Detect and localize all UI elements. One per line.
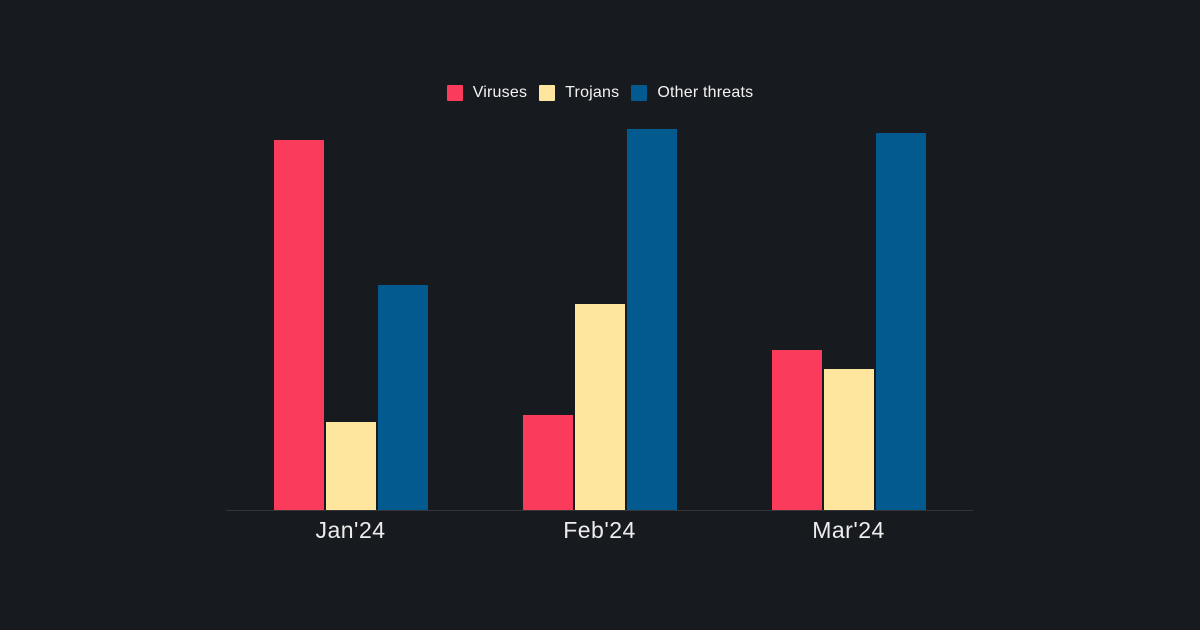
bar-other-threats-mar-24 bbox=[875, 133, 926, 510]
legend-item-trojans: Trojans bbox=[539, 84, 619, 102]
x-axis-label-feb-24: Feb'24 bbox=[563, 517, 636, 543]
legend-item-viruses: Viruses bbox=[446, 84, 528, 102]
x-axis: Jan'24 Feb'24 Mar'24 bbox=[0, 514, 1200, 548]
legend-label-trojans: Trojans bbox=[565, 84, 620, 101]
legend-swatch-other-threats bbox=[631, 85, 648, 101]
legend-label-other-threats: Other threats bbox=[657, 84, 754, 101]
legend-swatch-viruses bbox=[446, 85, 463, 101]
bar-viruses-mar-24 bbox=[771, 350, 822, 510]
plot-area bbox=[226, 110, 973, 511]
bar-group-jan-24 bbox=[273, 140, 428, 510]
x-axis-label-jan-24: Jan'24 bbox=[315, 517, 386, 543]
legend-item-other-threats: Other threats bbox=[631, 84, 753, 102]
legend-label-viruses: Viruses bbox=[472, 84, 528, 101]
bar-trojans-feb-24 bbox=[574, 304, 625, 510]
bar-other-threats-jan-24 bbox=[377, 285, 428, 510]
bar-other-threats-feb-24 bbox=[626, 129, 677, 510]
bar-trojans-jan-24 bbox=[325, 422, 376, 510]
bar-viruses-feb-24 bbox=[522, 415, 573, 510]
bar-viruses-jan-24 bbox=[273, 140, 324, 510]
bar-group-mar-24 bbox=[771, 133, 926, 510]
bar-trojans-mar-24 bbox=[823, 369, 874, 510]
x-axis-label-mar-24: Mar'24 bbox=[812, 517, 885, 543]
chart-legend: Viruses Trojans Other threats bbox=[0, 84, 1200, 102]
bar-group-feb-24 bbox=[522, 129, 677, 510]
legend-swatch-trojans bbox=[539, 85, 556, 101]
